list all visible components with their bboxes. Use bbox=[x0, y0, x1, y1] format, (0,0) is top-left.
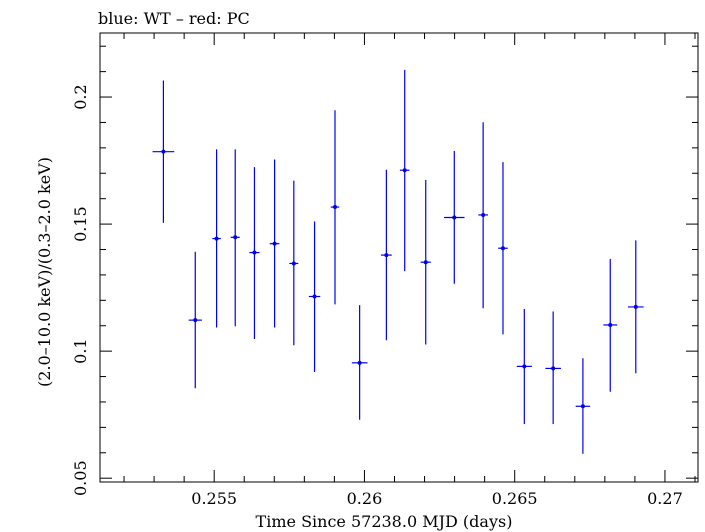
point-marker bbox=[633, 304, 638, 309]
data-point bbox=[351, 305, 368, 420]
data-point bbox=[269, 159, 280, 328]
x-axis-label: Time Since 57238.0 MJD (days) bbox=[256, 512, 513, 531]
data-point bbox=[420, 179, 431, 345]
point-marker bbox=[551, 366, 556, 371]
point-marker bbox=[291, 261, 296, 266]
point-marker bbox=[332, 205, 337, 210]
data-point bbox=[627, 240, 644, 374]
data-point bbox=[230, 149, 240, 327]
point-marker bbox=[423, 260, 428, 265]
y-tick-label: 0.2 bbox=[71, 84, 90, 109]
point-marker bbox=[161, 149, 166, 154]
data-point bbox=[152, 80, 175, 223]
point-marker bbox=[214, 236, 219, 241]
point-marker bbox=[522, 364, 527, 369]
data-point bbox=[545, 311, 561, 425]
data-point bbox=[478, 122, 488, 309]
data-point bbox=[575, 358, 591, 454]
data-series-wt bbox=[152, 69, 644, 454]
data-point bbox=[498, 162, 508, 335]
data-point bbox=[330, 110, 340, 305]
y-tick-label: 0.15 bbox=[71, 206, 90, 242]
data-point bbox=[249, 167, 260, 339]
data-point bbox=[516, 308, 532, 425]
axis-ticks bbox=[100, 33, 698, 482]
point-marker bbox=[580, 404, 585, 409]
point-marker bbox=[500, 246, 505, 251]
plot-frame bbox=[99, 32, 699, 483]
data-point bbox=[603, 258, 618, 392]
y-tick-label: 0.05 bbox=[71, 460, 90, 496]
data-point bbox=[289, 180, 299, 346]
x-tick-label: 0.265 bbox=[492, 489, 538, 508]
y-axis-label: (2.0–10.0 keV)/(0.3–2.0 keV) bbox=[35, 157, 54, 387]
data-point bbox=[212, 149, 221, 328]
data-point bbox=[308, 221, 321, 372]
x-tick-label: 0.255 bbox=[191, 489, 237, 508]
point-marker bbox=[233, 235, 238, 240]
point-marker bbox=[193, 318, 198, 323]
y-tick-labels: 0.05 0.1 0.15 0.2 bbox=[71, 84, 90, 496]
data-point bbox=[444, 150, 465, 284]
x-tick-label: 0.26 bbox=[347, 489, 383, 508]
data-point bbox=[399, 69, 410, 272]
point-marker bbox=[608, 322, 613, 327]
point-marker bbox=[357, 360, 362, 365]
data-point bbox=[188, 251, 202, 389]
x-tick-labels: 0.255 0.26 0.265 0.27 bbox=[191, 489, 682, 508]
chart-title: blue: WT – red: PC bbox=[98, 9, 250, 28]
data-point bbox=[380, 169, 392, 341]
point-marker bbox=[252, 250, 257, 255]
point-marker bbox=[272, 241, 277, 246]
y-tick-label: 0.1 bbox=[71, 338, 90, 363]
point-marker bbox=[312, 294, 317, 299]
point-marker bbox=[481, 212, 486, 217]
point-marker bbox=[402, 168, 407, 173]
point-marker bbox=[384, 253, 389, 258]
x-tick-label: 0.27 bbox=[647, 489, 683, 508]
point-marker bbox=[452, 215, 457, 220]
